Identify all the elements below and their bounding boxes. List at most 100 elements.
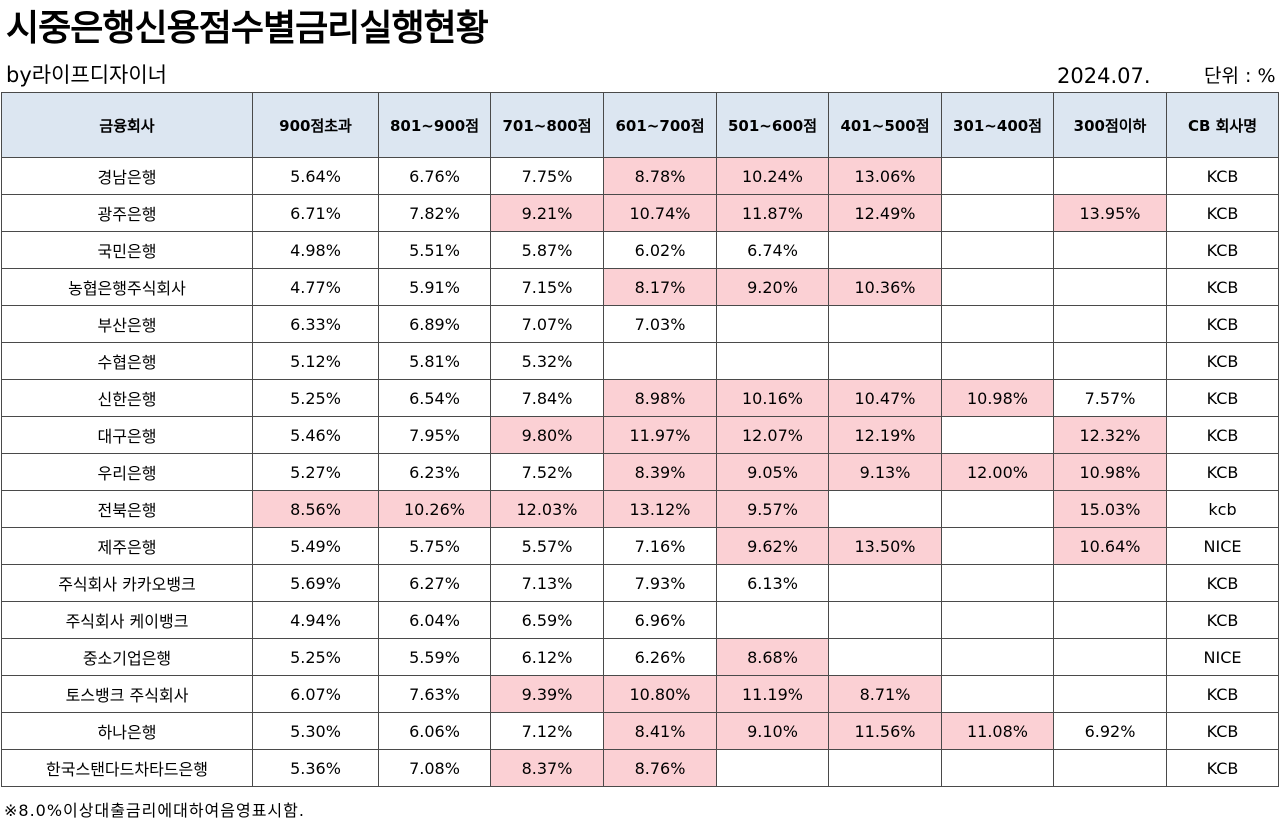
table-row: 주식회사 카카오뱅크 5.69% 6.27% 7.13% 7.93% 6.13% KCB — [1, 564, 1279, 602]
rate-cell: 7.12% — [490, 712, 604, 750]
rate-cell: 9.57% — [716, 490, 829, 528]
rate-cell: 8.39% — [603, 453, 717, 491]
bank-name-cell: 수협은행 — [1, 342, 253, 380]
rate-cell: 8.41% — [603, 712, 717, 750]
table-row: 대구은행 5.46% 7.95% 9.80% 11.97% 12.07% 12.19% 12.… — [1, 416, 1279, 454]
cb-company-cell: KCB — [1166, 749, 1279, 787]
rate-cell: 10.80% — [603, 675, 717, 713]
column-header: 701~800점 — [490, 92, 604, 158]
rate-cell: 9.21% — [490, 194, 604, 232]
rate-cell: 8.68% — [716, 638, 829, 676]
rate-cell: 8.98% — [603, 379, 717, 417]
rate-cell: 9.62% — [716, 527, 829, 565]
rate-cell: 11.56% — [828, 712, 942, 750]
rate-cell: 6.76% — [378, 157, 491, 195]
rate-cell — [1053, 231, 1167, 269]
table-row: 제주은행 5.49% 5.75% 5.57% 7.16% 9.62% 13.50% 10.64… — [1, 527, 1279, 565]
rate-cell: 5.64% — [252, 157, 379, 195]
rate-cell: 8.78% — [603, 157, 717, 195]
column-header: CB 회사명 — [1166, 92, 1279, 158]
table-row: 경남은행 5.64% 6.76% 7.75% 8.78% 10.24% 13.06% KCB — [1, 157, 1279, 195]
rate-cell — [941, 268, 1054, 306]
rate-cell — [1053, 157, 1167, 195]
cb-company-cell: KCB — [1166, 268, 1279, 306]
rate-cell: 6.74% — [716, 231, 829, 269]
rate-cell — [716, 305, 829, 343]
rate-cell: 5.81% — [378, 342, 491, 380]
rate-cell — [941, 194, 1054, 232]
rate-cell: 7.84% — [490, 379, 604, 417]
rate-cell: 7.03% — [603, 305, 717, 343]
cb-company-cell: kcb — [1166, 490, 1279, 528]
rate-cell: 6.59% — [490, 601, 604, 639]
rate-cell: 12.49% — [828, 194, 942, 232]
column-header: 301~400점 — [941, 92, 1054, 158]
column-header: 금융회사 — [1, 92, 253, 158]
rate-cell: 7.75% — [490, 157, 604, 195]
rate-cell — [941, 675, 1054, 713]
rate-cell: 4.77% — [252, 268, 379, 306]
rate-cell — [941, 231, 1054, 269]
rate-cell — [941, 564, 1054, 602]
cb-company-cell: KCB — [1166, 342, 1279, 380]
table-row: 주식회사 케이뱅크 4.94% 6.04% 6.59% 6.96% KCB — [1, 601, 1279, 639]
rate-cell: 8.76% — [603, 749, 717, 787]
rate-cell: 8.71% — [828, 675, 942, 713]
bank-name-cell: 부산은행 — [1, 305, 253, 343]
table-row: 농협은행주식회사 4.77% 5.91% 7.15% 8.17% 9.20% 10.36% K… — [1, 268, 1279, 306]
bank-name-cell: 대구은행 — [1, 416, 253, 454]
table-header-row: 금융회사 900점초과 801~900점 701~800점 601~700점 501~60… — [1, 92, 1279, 158]
rate-cell — [941, 490, 1054, 528]
rate-cell: 5.30% — [252, 712, 379, 750]
rate-cell: 5.32% — [490, 342, 604, 380]
rate-cell: 9.80% — [490, 416, 604, 454]
column-header: 401~500점 — [828, 92, 942, 158]
rate-cell: 10.24% — [716, 157, 829, 195]
cb-company-cell: KCB — [1166, 305, 1279, 343]
rate-cell: 7.95% — [378, 416, 491, 454]
rate-cell: 5.27% — [252, 453, 379, 491]
rate-cell: 6.07% — [252, 675, 379, 713]
table-row: 한국스탠다드차타드은행 5.36% 7.08% 8.37% 8.76% KCB — [1, 749, 1279, 787]
rate-cell: 6.23% — [378, 453, 491, 491]
bank-name-cell: 전북은행 — [1, 490, 253, 528]
rate-cell: 5.59% — [378, 638, 491, 676]
column-header: 601~700점 — [603, 92, 717, 158]
rate-cell: 7.93% — [603, 564, 717, 602]
rate-cell: 6.96% — [603, 601, 717, 639]
rate-table: 금융회사 900점초과 801~900점 701~800점 601~700점 501~60… — [1, 92, 1279, 787]
rate-cell: 11.08% — [941, 712, 1054, 750]
column-header: 300점이하 — [1053, 92, 1167, 158]
cb-company-cell: KCB — [1166, 194, 1279, 232]
rate-cell — [828, 305, 942, 343]
rate-cell: 5.25% — [252, 638, 379, 676]
rate-cell: 10.26% — [378, 490, 491, 528]
cb-company-cell: KCB — [1166, 231, 1279, 269]
rate-cell: 7.16% — [603, 527, 717, 565]
bank-name-cell: 하나은행 — [1, 712, 253, 750]
rate-cell: 10.16% — [716, 379, 829, 417]
rate-cell: 5.51% — [378, 231, 491, 269]
rate-cell: 7.52% — [490, 453, 604, 491]
rate-cell: 9.13% — [828, 453, 942, 491]
rate-cell — [828, 749, 942, 787]
cb-company-cell: KCB — [1166, 157, 1279, 195]
rate-cell — [1053, 305, 1167, 343]
rate-cell — [828, 490, 942, 528]
rate-cell: 12.07% — [716, 416, 829, 454]
rate-cell — [716, 601, 829, 639]
rate-cell: 5.91% — [378, 268, 491, 306]
rate-cell: 5.69% — [252, 564, 379, 602]
rate-cell: 6.04% — [378, 601, 491, 639]
table-row: 수협은행 5.12% 5.81% 5.32% KCB — [1, 342, 1279, 380]
cb-company-cell: KCB — [1166, 675, 1279, 713]
rate-cell — [828, 564, 942, 602]
rate-cell: 9.10% — [716, 712, 829, 750]
rate-cell: 8.37% — [490, 749, 604, 787]
rate-cell — [1053, 564, 1167, 602]
rate-cell: 4.98% — [252, 231, 379, 269]
bank-name-cell: 광주은행 — [1, 194, 253, 232]
rate-cell — [1053, 342, 1167, 380]
page-title: 시중은행신용점수별금리실행현황 — [6, 8, 489, 49]
cb-company-cell: KCB — [1166, 564, 1279, 602]
